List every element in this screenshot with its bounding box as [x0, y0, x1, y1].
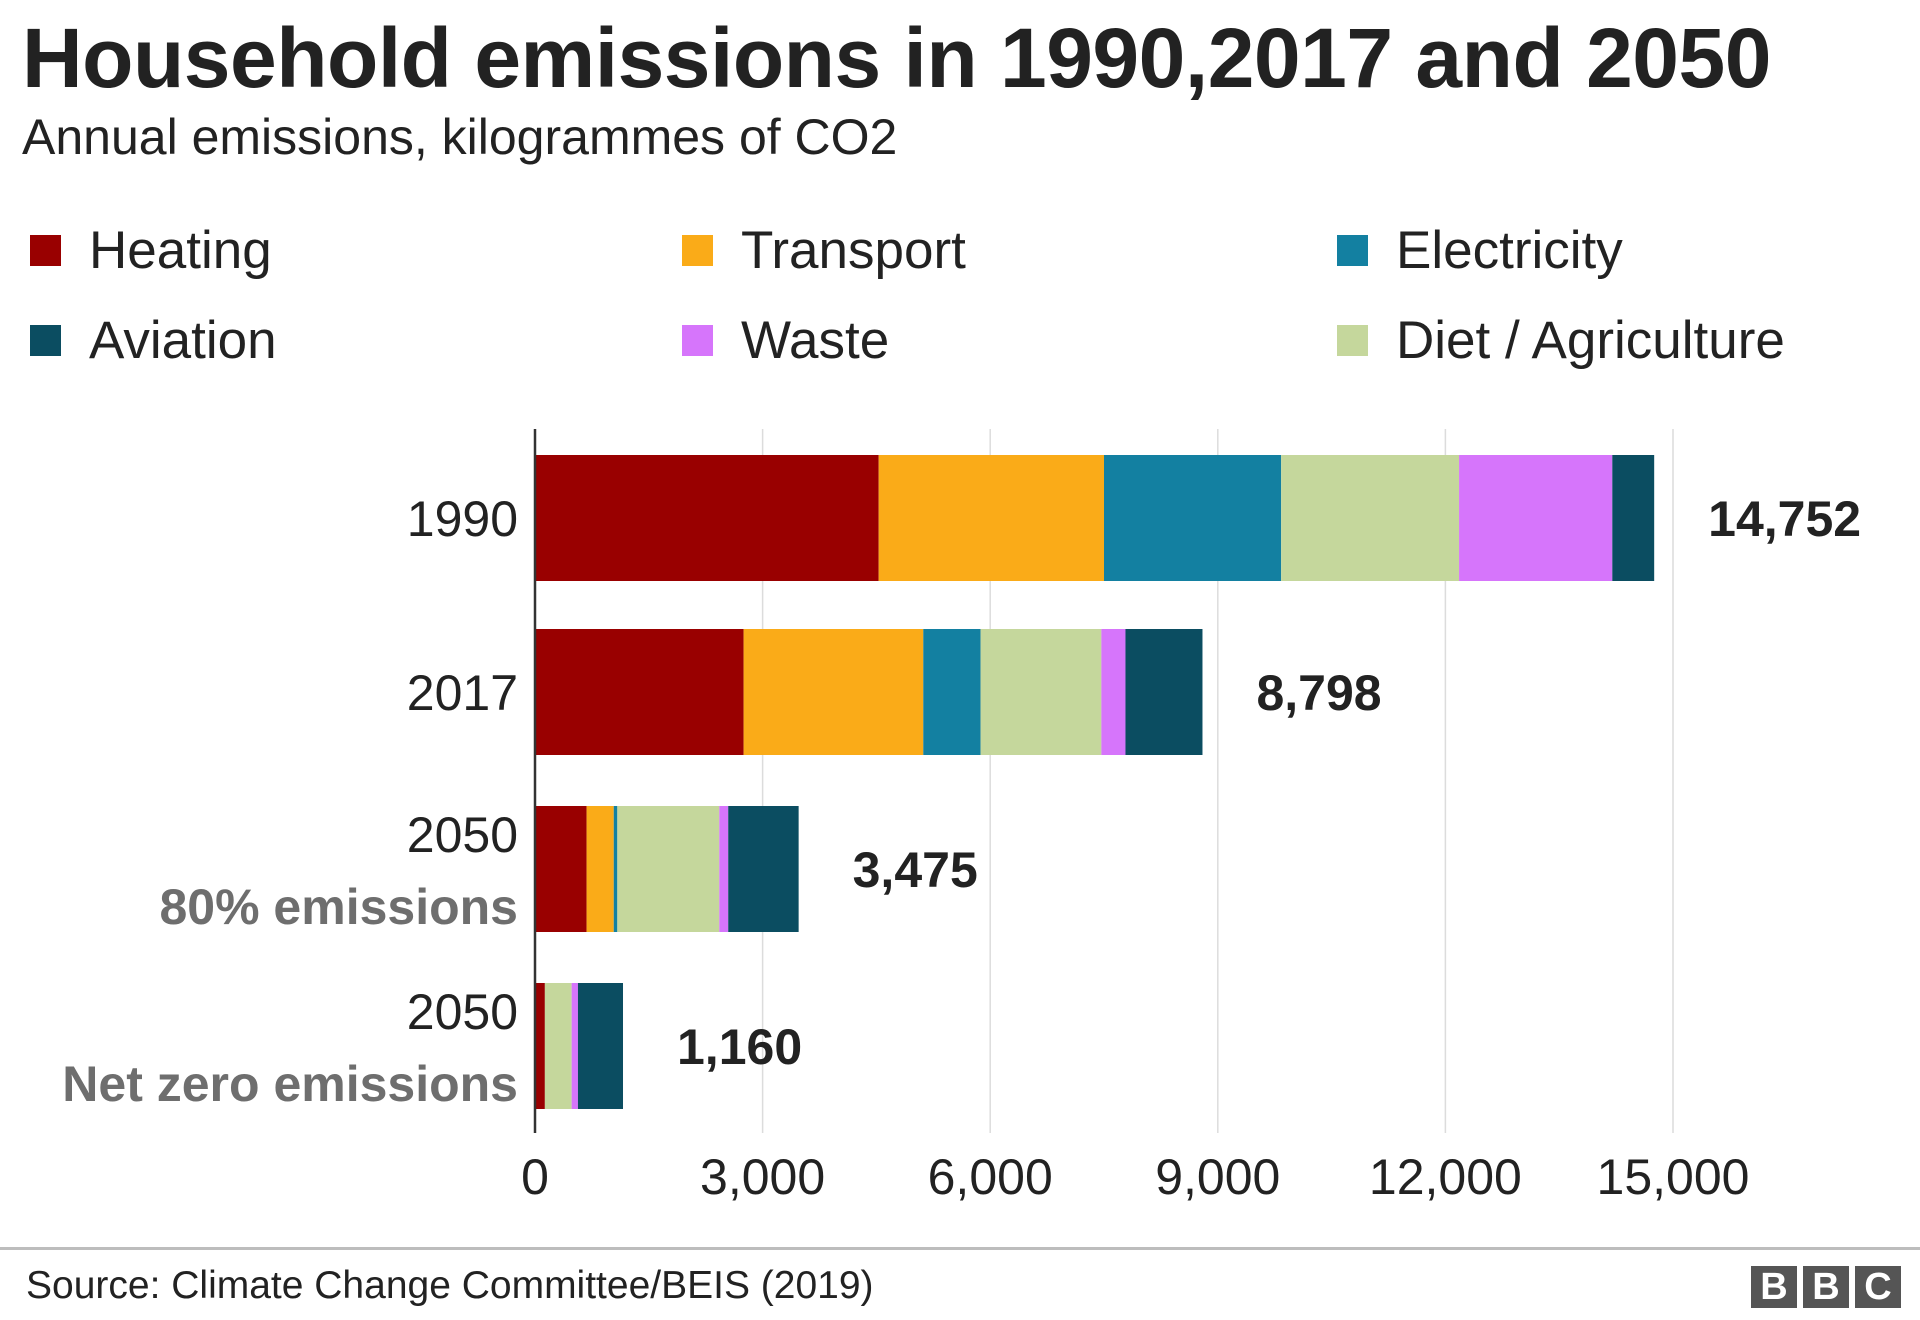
legend-label: Electricity	[1396, 221, 1623, 280]
bar-segment-waste	[719, 806, 729, 932]
bar-segment-waste	[1101, 629, 1126, 755]
legend-label: Aviation	[89, 311, 277, 370]
legend-swatch	[682, 235, 713, 266]
legend-item: Heating	[30, 220, 272, 281]
bar-segment-aviation	[728, 806, 799, 932]
bar-segment-transport	[743, 629, 924, 755]
bar-segment-waste	[571, 983, 578, 1109]
bar-segment-aviation	[1612, 455, 1655, 581]
bar-segment-aviation	[577, 983, 624, 1109]
category-label: 2050	[407, 984, 518, 1040]
legend-label: Transport	[741, 221, 966, 280]
bar-segment-diet-agriculture	[980, 629, 1102, 755]
source-note: Source: Climate Change Committee/BEIS (2…	[26, 1264, 874, 1307]
category-label: 1990	[407, 491, 518, 547]
category-label: 2050	[407, 807, 518, 863]
total-label: 3,475	[853, 842, 978, 898]
legend-label: Diet / Agriculture	[1396, 311, 1785, 370]
legend-swatch	[1337, 325, 1368, 356]
chart-subtitle: Annual emissions, kilogrammes of CO2	[22, 109, 898, 165]
bar-segment-aviation	[1125, 629, 1203, 755]
x-tick-label: 6,000	[928, 1149, 1053, 1205]
bar-segment-heating	[535, 806, 587, 932]
legend-swatch	[682, 325, 713, 356]
legend-item: Aviation	[30, 310, 277, 371]
chart-area: 0 3,000 6,000 9,000 12,000 15,000 14,752 1990 8,…	[62, 429, 1861, 1205]
total-label: 14,752	[1708, 491, 1861, 547]
legend-swatch	[30, 325, 61, 356]
bar-segment-diet-agriculture	[617, 806, 720, 932]
bar-segment-waste	[1459, 455, 1613, 581]
total-label: 8,798	[1256, 665, 1381, 721]
legend-item: Diet / Agriculture	[1337, 310, 1785, 371]
bar-segment-transport	[586, 806, 614, 932]
category-sublabel: Net zero emissions	[62, 1056, 518, 1112]
legend-swatch	[30, 235, 61, 266]
bar-segment-heating	[535, 455, 879, 581]
legend-label: Waste	[741, 311, 890, 370]
footer-divider	[0, 1247, 1920, 1250]
bar-segment-electricity	[613, 806, 618, 932]
category-label: 2017	[407, 665, 518, 721]
legend-swatch	[1337, 235, 1368, 266]
legend-item: Waste	[682, 310, 889, 371]
bar-segment-heating	[535, 983, 545, 1109]
category-sublabel: 80% emissions	[159, 879, 518, 935]
x-tick-label: 0	[521, 1149, 549, 1205]
total-label: 1,160	[677, 1019, 802, 1075]
bar-segment-electricity	[1104, 455, 1282, 581]
x-tick-label: 12,000	[1369, 1149, 1522, 1205]
bar-segment-electricity	[923, 629, 981, 755]
x-tick-label: 9,000	[1155, 1149, 1280, 1205]
legend-item: Electricity	[1337, 220, 1623, 281]
bar-segment-heating	[535, 629, 744, 755]
legend-item: Transport	[682, 220, 966, 281]
legend-label: Heating	[89, 221, 272, 280]
bar-segment-transport	[878, 455, 1104, 581]
x-tick-label: 15,000	[1597, 1149, 1750, 1205]
bar-segment-diet-agriculture	[544, 983, 572, 1109]
x-tick-label: 3,000	[700, 1149, 825, 1205]
chart-title: Household emissions in 1990,2017 and 205…	[22, 11, 1771, 105]
bar-segment-diet-agriculture	[1281, 455, 1460, 581]
